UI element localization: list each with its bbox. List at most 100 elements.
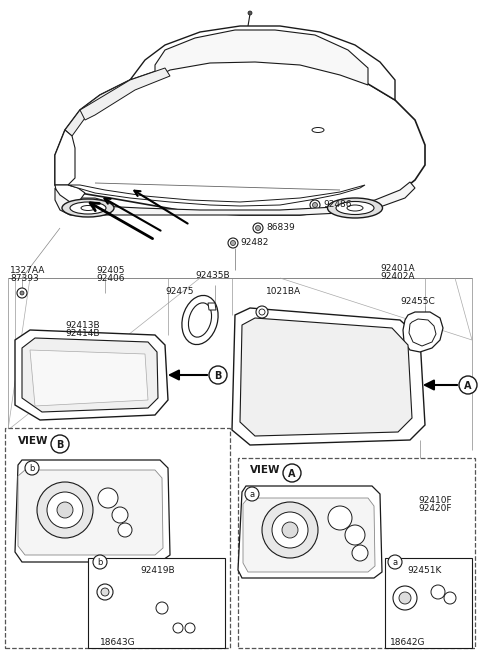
- Text: 1327AA: 1327AA: [10, 266, 46, 275]
- Circle shape: [17, 288, 27, 298]
- Circle shape: [399, 592, 411, 604]
- Polygon shape: [15, 460, 170, 562]
- Circle shape: [352, 545, 368, 561]
- FancyBboxPatch shape: [238, 458, 475, 648]
- Circle shape: [248, 11, 252, 15]
- Circle shape: [20, 291, 24, 295]
- Text: b: b: [29, 464, 35, 473]
- Text: 92402A: 92402A: [380, 272, 415, 281]
- Text: 1021BA: 1021BA: [266, 287, 301, 296]
- Circle shape: [209, 366, 227, 384]
- Circle shape: [98, 488, 118, 508]
- Text: 92475: 92475: [165, 287, 193, 296]
- Circle shape: [328, 506, 352, 530]
- Text: 92455C: 92455C: [400, 297, 435, 306]
- Polygon shape: [22, 338, 158, 412]
- Circle shape: [185, 623, 195, 633]
- Circle shape: [255, 226, 261, 230]
- Text: 92413B: 92413B: [65, 321, 100, 330]
- Polygon shape: [18, 470, 163, 555]
- Polygon shape: [130, 26, 395, 100]
- Text: 86839: 86839: [266, 223, 295, 232]
- Circle shape: [37, 482, 93, 538]
- Polygon shape: [238, 486, 382, 578]
- Polygon shape: [155, 30, 368, 85]
- Text: 92486: 92486: [323, 200, 351, 209]
- Ellipse shape: [81, 205, 95, 211]
- Text: 92420F: 92420F: [418, 504, 452, 513]
- Text: B: B: [56, 440, 64, 450]
- Ellipse shape: [62, 199, 114, 217]
- Ellipse shape: [347, 205, 363, 211]
- Polygon shape: [243, 498, 375, 572]
- Text: 92401A: 92401A: [380, 264, 415, 273]
- Circle shape: [459, 376, 477, 394]
- Ellipse shape: [70, 202, 106, 214]
- Text: 92410F: 92410F: [418, 496, 452, 505]
- Polygon shape: [55, 185, 85, 205]
- Circle shape: [444, 592, 456, 604]
- Ellipse shape: [189, 303, 212, 337]
- Circle shape: [156, 602, 168, 614]
- Circle shape: [282, 522, 298, 538]
- Polygon shape: [58, 198, 115, 212]
- Circle shape: [93, 555, 107, 569]
- Circle shape: [388, 555, 402, 569]
- Ellipse shape: [182, 295, 218, 344]
- Ellipse shape: [312, 127, 324, 133]
- Text: b: b: [97, 558, 103, 567]
- Circle shape: [118, 523, 132, 537]
- Text: 92419B: 92419B: [140, 566, 175, 575]
- FancyBboxPatch shape: [88, 558, 225, 648]
- Circle shape: [262, 502, 318, 558]
- Text: 92414B: 92414B: [65, 329, 99, 338]
- Circle shape: [283, 464, 301, 482]
- Circle shape: [259, 309, 265, 315]
- FancyBboxPatch shape: [5, 428, 230, 648]
- Text: B: B: [214, 371, 222, 381]
- FancyBboxPatch shape: [385, 558, 472, 648]
- Polygon shape: [15, 330, 168, 420]
- Polygon shape: [55, 130, 75, 185]
- Polygon shape: [30, 350, 148, 406]
- Polygon shape: [208, 303, 216, 310]
- Text: 92406: 92406: [96, 274, 124, 283]
- Text: a: a: [250, 490, 254, 499]
- Circle shape: [228, 238, 238, 248]
- Circle shape: [47, 492, 83, 528]
- Polygon shape: [65, 80, 130, 136]
- Circle shape: [310, 200, 320, 210]
- Text: 92435B: 92435B: [195, 271, 229, 280]
- Circle shape: [51, 435, 69, 453]
- Polygon shape: [232, 308, 425, 445]
- Text: 87393: 87393: [10, 274, 39, 283]
- Ellipse shape: [336, 201, 374, 215]
- Circle shape: [345, 525, 365, 545]
- Polygon shape: [80, 68, 170, 120]
- Circle shape: [25, 461, 39, 475]
- Circle shape: [256, 306, 268, 318]
- Text: A: A: [288, 469, 296, 479]
- Text: 92482: 92482: [240, 238, 268, 247]
- Text: VIEW: VIEW: [18, 436, 48, 446]
- Polygon shape: [68, 185, 365, 206]
- Circle shape: [253, 223, 263, 233]
- Circle shape: [272, 512, 308, 548]
- Circle shape: [173, 623, 183, 633]
- Polygon shape: [55, 182, 415, 215]
- Polygon shape: [409, 319, 436, 346]
- Circle shape: [230, 241, 236, 245]
- Circle shape: [101, 588, 109, 596]
- Text: 18643G: 18643G: [100, 638, 136, 647]
- Text: a: a: [393, 558, 397, 567]
- Circle shape: [312, 203, 317, 207]
- Polygon shape: [55, 58, 425, 215]
- Circle shape: [245, 487, 259, 501]
- Circle shape: [431, 585, 445, 599]
- Circle shape: [112, 507, 128, 523]
- Circle shape: [57, 502, 73, 518]
- Polygon shape: [403, 312, 443, 352]
- Text: VIEW: VIEW: [250, 465, 280, 475]
- Text: 92451K: 92451K: [407, 566, 442, 575]
- Text: 18642G: 18642G: [390, 638, 425, 647]
